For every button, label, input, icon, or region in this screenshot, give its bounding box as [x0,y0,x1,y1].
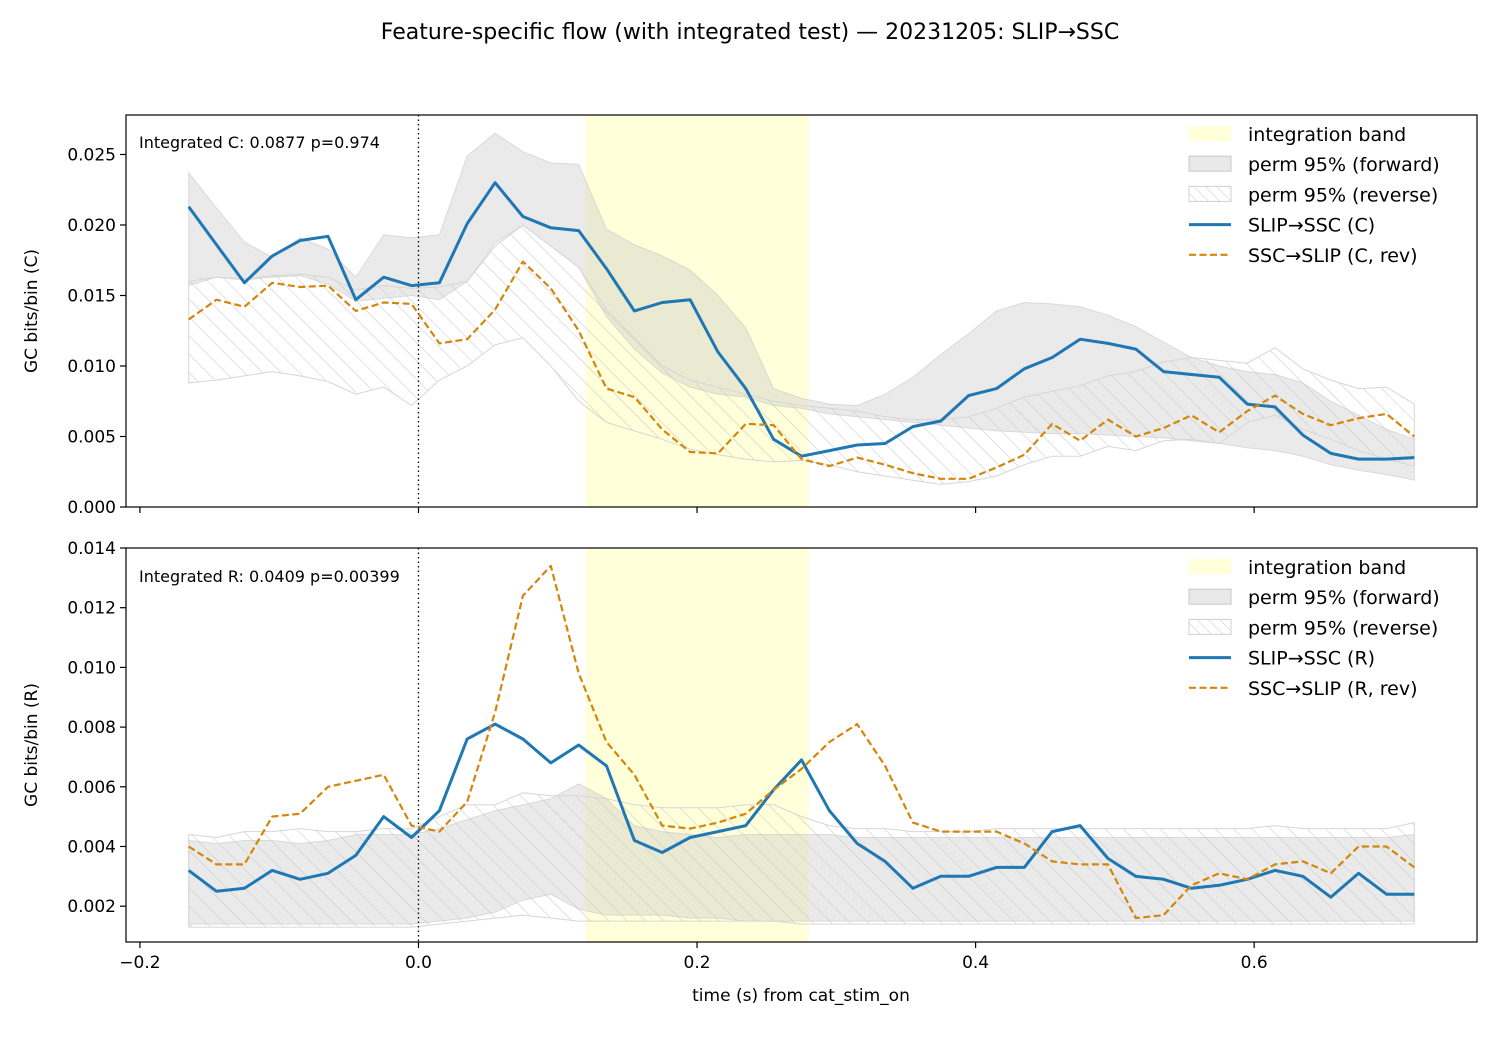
legend-swatch-perm-forward [1188,588,1232,605]
perm-reverse-band [188,792,1415,928]
panel-top-legend: integration band perm 95% (forward) perm 9… [1188,124,1440,267]
panel-bottom-legend: integration band perm 95% (forward) perm 9… [1188,557,1440,700]
panel-top-plot [187,115,1415,507]
y-tick-label: 0.012 [67,599,116,619]
panel-top-annotation: Integrated C: 0.0877 p=0.974 [139,133,380,152]
panel-top-ylabel: GC bits/bin (C) [22,249,42,373]
x-tick-label: 0.6 [1241,953,1268,973]
panel-bottom-frame [125,547,1478,943]
legend-swatch-band [1189,559,1231,574]
x-tick-label: −0.2 [119,953,160,973]
legend-label: SLIP→SSC (C) [1248,215,1375,237]
legend-label: perm 95% (forward) [1248,154,1440,176]
reverse-series-line [188,260,1415,480]
panel-bottom-axes: −0.2 0.0 0.2 0.4 0.6 0.002 0.004 0.006 0.008 0.01… [67,539,1267,973]
panel-bottom-annotation: Integrated R: 0.0409 p=0.00399 [139,567,400,586]
y-tick-label: 0.014 [67,539,116,559]
legend-swatch-perm-forward [1188,155,1232,172]
panel-bottom: −0.2 0.0 0.2 0.4 0.6 0.002 0.004 0.006 0.008 0.01… [22,539,1478,973]
x-tick-label: 0.4 [962,953,989,973]
legend-label: perm 95% (reverse) [1248,184,1438,206]
legend-swatch-perm-reverse [1188,618,1232,635]
legend-label: SSC→SLIP (R, rev) [1248,678,1418,700]
legend-label: integration band [1248,557,1406,579]
y-tick-label: 0.010 [67,658,116,678]
panel-bottom-ylabel: GC bits/bin (R) [22,683,42,807]
x-tick-label: 0.2 [684,953,711,973]
panel-top-axes: 0.000 0.005 0.010 0.015 0.020 0.025 [67,145,1255,518]
x-axis-label: time (s) from cat_stim_on [692,986,910,1006]
legend-swatch-perm-reverse [1188,185,1232,202]
x-tick-label: 0.0 [405,953,432,973]
y-tick-label: 0.015 [67,286,116,306]
y-tick-label: 0.006 [67,778,116,798]
legend-label: SSC→SLIP (C, rev) [1248,245,1418,267]
y-tick-label: 0.002 [67,897,116,917]
y-tick-label: 0.005 [67,427,116,447]
panel-bottom-plot [187,548,1415,942]
y-tick-label: 0.010 [67,357,116,377]
y-tick-label: 0.000 [67,498,116,518]
legend-label: perm 95% (reverse) [1248,617,1438,639]
y-tick-label: 0.020 [67,216,116,236]
legend-label: integration band [1248,124,1406,146]
legend-label: SLIP→SSC (R) [1248,648,1375,670]
y-tick-label: 0.008 [67,718,116,738]
legend-label: perm 95% (forward) [1248,587,1440,609]
panel-top-frame [125,114,1478,508]
forward-series-line [187,181,1415,461]
forward-series-line [187,722,1415,899]
y-tick-label: 0.025 [67,145,116,165]
y-tick-label: 0.004 [67,837,116,857]
reverse-series-line [188,564,1415,920]
figure-title: Feature-specific flow (with integrated t… [381,20,1119,45]
panel-top: 0.000 0.005 0.010 0.015 0.020 0.025 GC bits/b… [22,114,1478,518]
legend-swatch-band [1189,126,1231,141]
